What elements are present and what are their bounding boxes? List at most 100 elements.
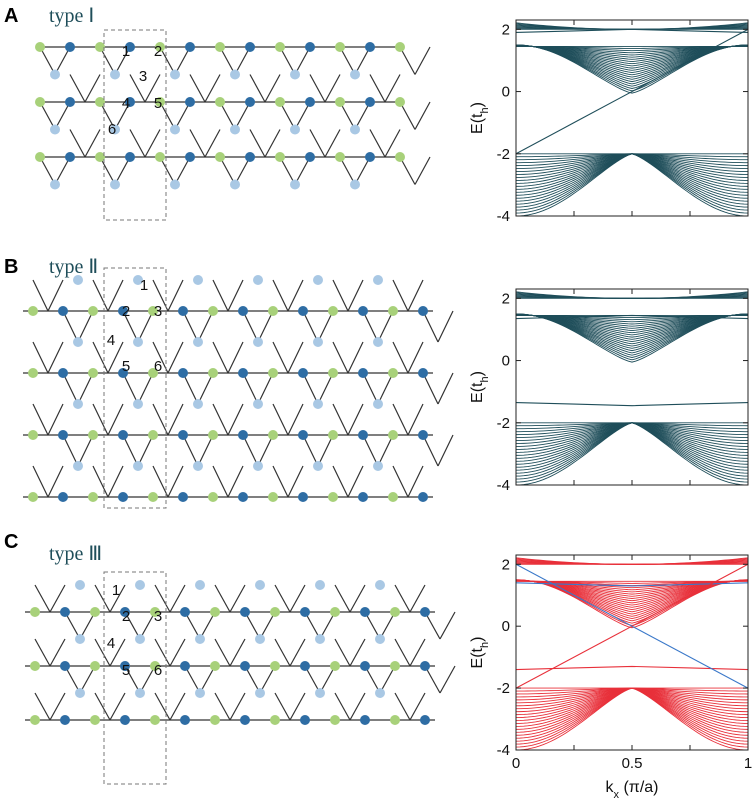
flat-band: [516, 291, 748, 299]
bulk-band-lower: [516, 687, 748, 719]
lattice-site: [180, 715, 190, 725]
lattice-site: [210, 661, 220, 671]
lattice-site: [373, 461, 383, 471]
bond: [437, 372, 454, 405]
bond: [392, 403, 409, 436]
lattice-site: [313, 337, 323, 347]
bond: [94, 638, 111, 667]
lattice-site: [193, 399, 203, 409]
bond: [294, 46, 311, 75]
bond: [219, 101, 236, 130]
band-lines: [516, 291, 748, 485]
lattice-site: [35, 42, 45, 52]
bond: [354, 46, 371, 75]
y-tick-label: -4: [497, 208, 510, 225]
bond: [317, 372, 334, 405]
lattice-site: [270, 607, 280, 617]
bond: [317, 310, 334, 343]
bond: [137, 434, 154, 467]
bond: [167, 279, 184, 312]
bond: [362, 372, 379, 405]
bond: [324, 74, 341, 103]
lattice-site: [58, 430, 68, 440]
lattice-site: [118, 430, 128, 440]
lattice-site: [335, 97, 345, 107]
lattice-site: [178, 306, 188, 316]
bond: [289, 584, 306, 613]
bond: [77, 372, 94, 405]
lattice-site: [268, 430, 278, 440]
lattice-site: [275, 97, 285, 107]
bond: [244, 611, 261, 640]
bond: [339, 46, 356, 75]
lattice-site: [28, 306, 38, 316]
lattice-site: [300, 715, 310, 725]
bond: [294, 101, 311, 130]
bond: [109, 584, 126, 613]
lattice-site: [210, 607, 220, 617]
edge-state: [516, 402, 748, 407]
bond: [364, 611, 381, 640]
bond: [302, 372, 319, 405]
bond: [234, 156, 251, 185]
bulk-band-lower: [516, 687, 748, 701]
bulk-band-lower: [516, 422, 748, 453]
bond: [129, 74, 146, 103]
lattice-site: [95, 42, 105, 52]
lattice-site: [118, 306, 128, 316]
bond: [199, 665, 216, 694]
lattice-site: [388, 492, 398, 502]
lattice-site: [150, 661, 160, 671]
lattice-site: [185, 97, 195, 107]
bulk-band-lower: [516, 153, 748, 184]
bulk-band-lower: [516, 687, 748, 733]
site-number: 2: [122, 303, 130, 320]
y-tick-label: -2: [497, 415, 510, 432]
bond: [189, 129, 206, 158]
lattice-site: [328, 492, 338, 502]
lattice-site: [150, 715, 160, 725]
bond: [159, 46, 176, 75]
bond: [39, 46, 56, 75]
lattice-site: [328, 368, 338, 378]
bond: [279, 101, 296, 130]
bond: [144, 129, 161, 158]
bond: [377, 372, 394, 405]
site-number: 4: [107, 332, 115, 349]
lattice-site: [58, 368, 68, 378]
bond: [182, 434, 199, 467]
bond: [304, 665, 321, 694]
bond: [49, 584, 66, 613]
lattice-a: 1 234 5 6: [35, 29, 431, 221]
bond: [407, 465, 424, 498]
site-number: 1: [112, 582, 120, 599]
lattice-site: [420, 607, 430, 617]
site-number: 2: [154, 43, 162, 60]
bond: [169, 584, 186, 613]
lattice-site: [350, 179, 360, 190]
lattice-site: [185, 42, 195, 52]
lattice-site: [418, 430, 428, 440]
lattice-site: [28, 368, 38, 378]
lattice-site: [215, 42, 225, 52]
bond: [364, 665, 381, 694]
lattice-site: [195, 634, 205, 644]
bond: [332, 279, 349, 312]
bulk-band-lower: [516, 687, 748, 750]
bond: [64, 665, 81, 694]
lattice-site: [125, 97, 135, 107]
bond: [114, 156, 131, 185]
site-number: 4: [107, 635, 115, 652]
lattice-site: [58, 492, 68, 502]
site-number: 5: [122, 358, 130, 375]
lattice-site: [148, 492, 158, 502]
lattice-site: [298, 492, 308, 502]
bond: [289, 692, 306, 721]
bond: [64, 611, 81, 640]
lattice-site: [373, 399, 383, 409]
lattice-site: [275, 152, 285, 162]
lattice-site: [418, 492, 428, 502]
bond: [334, 584, 351, 613]
bond: [107, 341, 124, 374]
bond: [409, 584, 426, 613]
